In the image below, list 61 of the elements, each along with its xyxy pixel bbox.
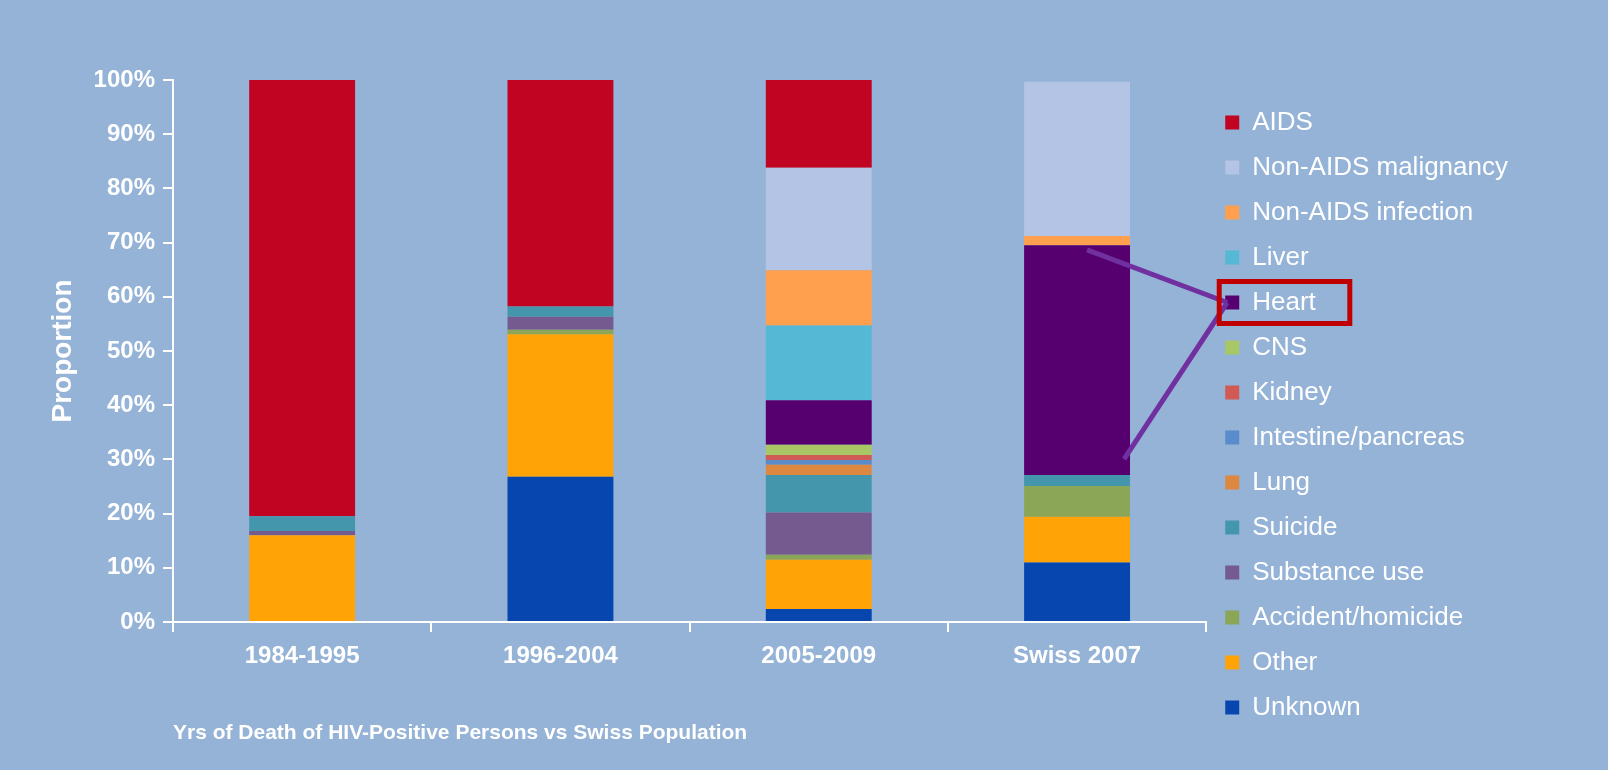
bar bbox=[765, 400, 872, 445]
x-tick-label: Swiss 2007 bbox=[1013, 641, 1142, 669]
bar bbox=[765, 464, 872, 476]
y-tick-label: 80% bbox=[106, 173, 155, 201]
legend-label: AIDS bbox=[1252, 105, 1313, 136]
legend-label: CNS bbox=[1252, 330, 1308, 361]
bar bbox=[765, 80, 872, 168]
bar bbox=[1024, 81, 1131, 237]
bar bbox=[765, 459, 872, 465]
bar bbox=[1024, 562, 1131, 621]
legend-label: Accident/homicide bbox=[1252, 600, 1464, 631]
legend-label: Intestine/pancreas bbox=[1252, 420, 1465, 451]
bar bbox=[1024, 236, 1131, 246]
bar bbox=[507, 329, 614, 335]
bar bbox=[507, 316, 614, 330]
y-axis-title: Proportion bbox=[45, 279, 77, 423]
bar bbox=[1024, 485, 1131, 517]
x-tick-label: 2005-2009 bbox=[761, 641, 877, 669]
y-tick-label: 90% bbox=[106, 118, 155, 146]
bar bbox=[507, 476, 614, 621]
bar bbox=[765, 512, 872, 555]
y-tick-label: 30% bbox=[106, 444, 155, 472]
bar bbox=[507, 80, 614, 307]
legend-label: Heart bbox=[1252, 285, 1317, 316]
legend-label: Unknown bbox=[1252, 690, 1361, 721]
bar bbox=[1024, 516, 1131, 563]
bar bbox=[765, 455, 872, 460]
y-tick-label: 20% bbox=[106, 498, 155, 526]
y-tick-label: 10% bbox=[106, 552, 155, 580]
bar bbox=[1024, 475, 1131, 486]
y-tick-label: 70% bbox=[106, 227, 155, 255]
bar bbox=[765, 167, 872, 271]
y-tick-label: 40% bbox=[106, 389, 155, 417]
bar bbox=[765, 444, 872, 456]
bar bbox=[249, 516, 356, 531]
y-tick-label: 0% bbox=[120, 606, 155, 634]
bar bbox=[765, 608, 872, 621]
bar bbox=[765, 325, 872, 401]
bar bbox=[507, 306, 614, 317]
bar bbox=[249, 535, 356, 621]
bar bbox=[765, 559, 872, 609]
bar bbox=[765, 475, 872, 513]
x-tick-label: 1984-1995 bbox=[244, 641, 360, 669]
legend-label: Substance use bbox=[1252, 555, 1425, 586]
x-tick-label: 1996-2004 bbox=[503, 641, 619, 669]
bar bbox=[507, 334, 614, 477]
legend-label: Lung bbox=[1252, 465, 1311, 496]
legend-label: Suicide bbox=[1252, 510, 1338, 541]
bar bbox=[765, 554, 872, 560]
legend-label: Non-AIDS malignancy bbox=[1252, 150, 1509, 181]
bar bbox=[249, 80, 356, 517]
x-axis-title: Yrs of Death of HIV-Positive Persons vs Swiss Population bbox=[172, 720, 748, 744]
legend-label: Kidney bbox=[1252, 375, 1332, 406]
y-tick-label: 100% bbox=[93, 64, 155, 92]
y-tick-label: 50% bbox=[106, 335, 155, 363]
bar bbox=[249, 530, 356, 536]
y-tick-label: 60% bbox=[106, 281, 155, 309]
bar bbox=[765, 270, 872, 326]
legend-label: Liver bbox=[1252, 240, 1309, 271]
legend-label: Non-AIDS infection bbox=[1252, 195, 1474, 226]
legend-label: Other bbox=[1252, 645, 1318, 676]
